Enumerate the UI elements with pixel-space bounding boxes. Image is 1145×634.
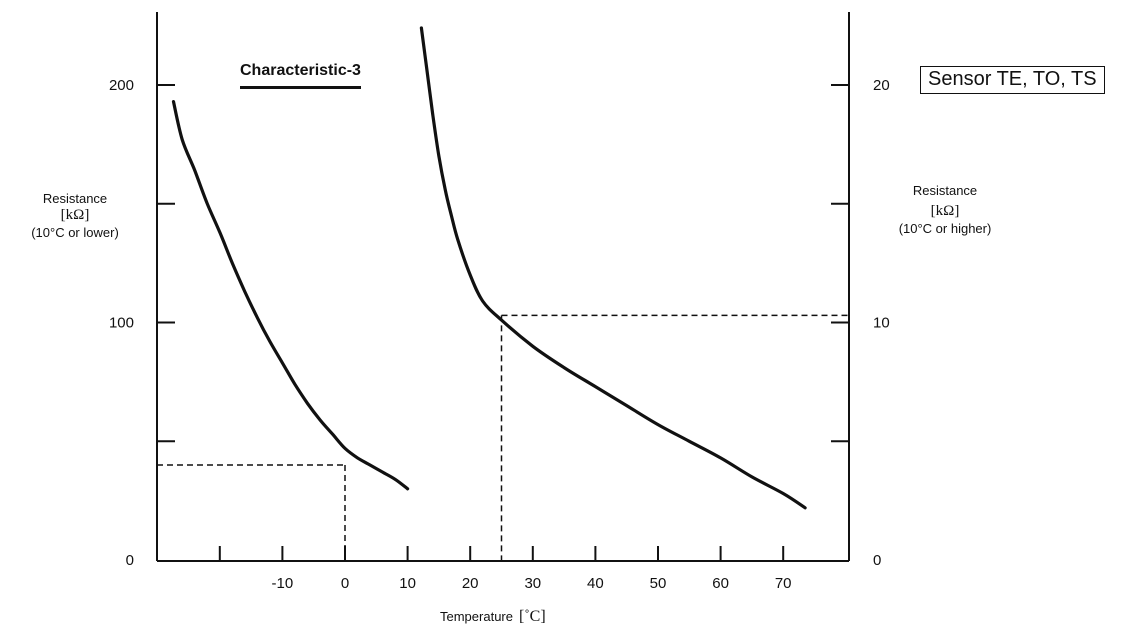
- y-left-label-line1: Resistance: [42, 191, 108, 206]
- axes-group: [156, 12, 850, 562]
- x-tick-label: 30: [524, 575, 541, 592]
- x-tick-label: 40: [587, 575, 604, 592]
- chart-title: Characteristic-3: [240, 62, 361, 79]
- x-tick-label: 70: [775, 575, 792, 592]
- y-right-label-line1: Resistance: [912, 183, 978, 198]
- x-tick-label: -10: [272, 575, 294, 592]
- x-axis-label: Temperature [˚C]: [440, 608, 546, 626]
- y-axis-right-label: Resistance [kΩ] (10°C or higher): [875, 182, 1015, 237]
- y-right-label-unit: [kΩ]: [930, 203, 960, 219]
- y-left-tick-label: 0: [126, 552, 134, 569]
- y-left-tick-label: 200: [109, 77, 134, 94]
- sensor-annotation-box: Sensor TE, TO, TS: [920, 66, 1105, 94]
- y-right-tick-label: 10: [873, 315, 890, 332]
- curve-low-temperature: [171, 100, 410, 491]
- chart-title-underline: [240, 86, 361, 89]
- y-right-tick-label: 20: [873, 77, 890, 94]
- x-axis-label-text: Temperature: [440, 609, 513, 624]
- x-tick-label: 10: [399, 575, 416, 592]
- x-tick-label: 50: [650, 575, 667, 592]
- y-left-label-unit: [kΩ]: [60, 207, 90, 223]
- x-tick-label: 20: [462, 575, 479, 592]
- y-right-label-line3: (10°C or higher): [898, 221, 992, 236]
- curves-group: [171, 26, 807, 510]
- y-left-label-line3: (10°C or lower): [31, 225, 119, 240]
- tick-labels-group: -10 0 10 20 30 40 50 60 70 0 100 200 0 10 20: [109, 77, 890, 592]
- reference-lines-group: [157, 314, 849, 561]
- y-left-tick-label: 100: [109, 315, 134, 332]
- x-tick-label: 60: [712, 575, 729, 592]
- y-axis-left-label: Resistance [kΩ] (10°C or lower): [0, 190, 150, 241]
- y-right-tick-label: 0: [873, 552, 881, 569]
- x-axis-label-unit: [˚C]: [518, 608, 546, 625]
- x-tick-label: 0: [341, 575, 349, 592]
- curve-high-temperature: [419, 26, 807, 510]
